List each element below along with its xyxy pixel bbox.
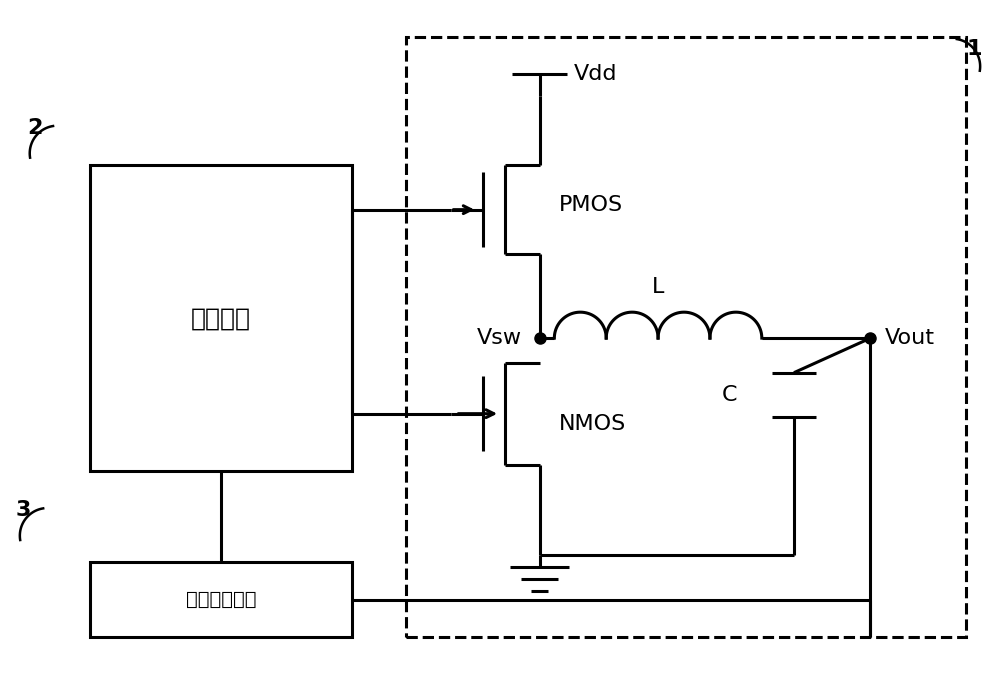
Text: 驱动单元: 驱动单元 <box>191 306 251 331</box>
Text: L: L <box>652 277 664 297</box>
Text: 2: 2 <box>28 118 43 138</box>
Text: C: C <box>722 385 737 405</box>
Text: 3: 3 <box>16 500 31 520</box>
Text: 反馈控制单元: 反馈控制单元 <box>186 590 256 609</box>
Text: PMOS: PMOS <box>559 195 623 215</box>
Text: Vout: Vout <box>885 328 935 348</box>
Text: Vsw: Vsw <box>477 328 522 348</box>
Text: NMOS: NMOS <box>559 414 627 434</box>
Text: 1: 1 <box>966 39 982 58</box>
Bar <box>90 563 352 638</box>
Bar <box>406 37 966 638</box>
Text: Vdd: Vdd <box>574 64 618 85</box>
Bar <box>90 165 352 471</box>
